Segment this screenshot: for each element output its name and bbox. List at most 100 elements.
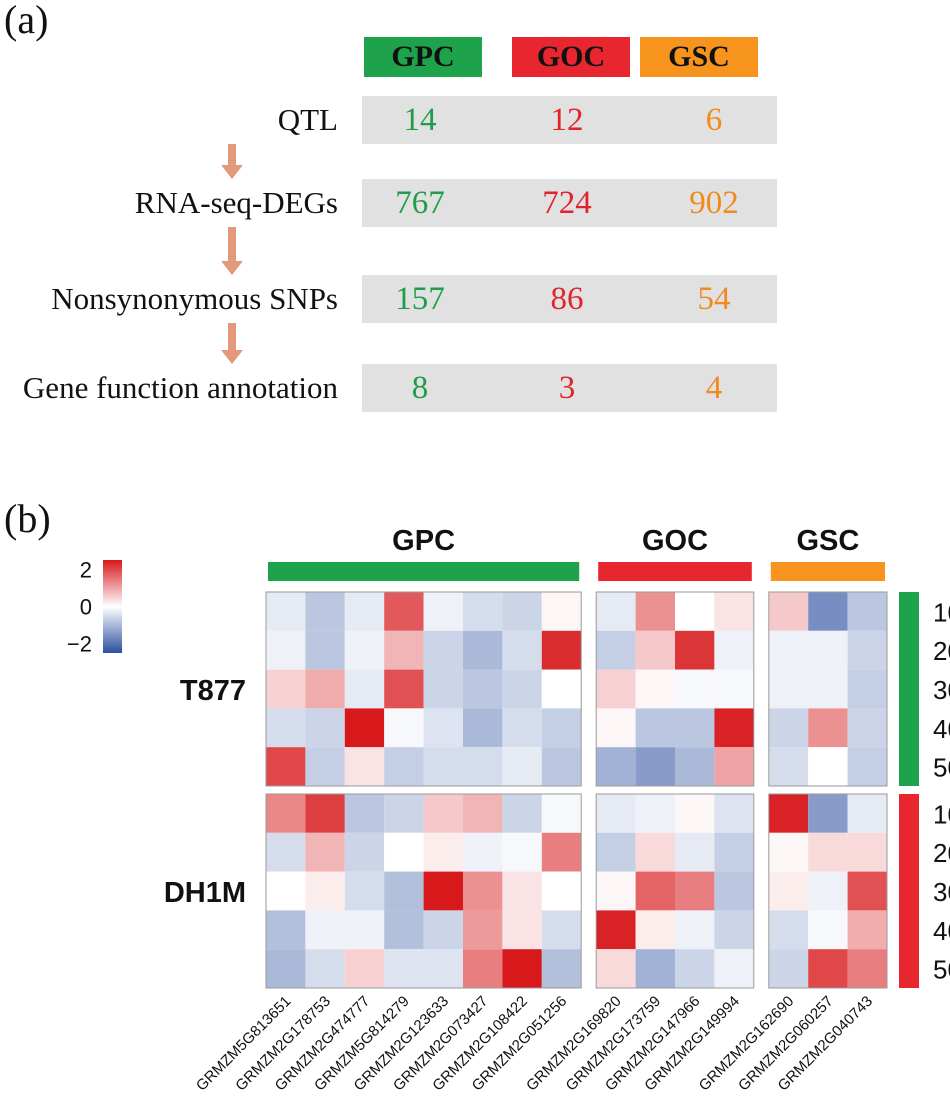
heatmap-cell — [808, 910, 848, 950]
heatmap-cell — [768, 708, 809, 748]
heatmap-cell — [463, 592, 503, 631]
header-goc: GOC — [512, 37, 630, 77]
heatmap-cell — [714, 949, 754, 988]
heatmap-cell — [266, 794, 306, 833]
heatmap-cell — [502, 630, 542, 670]
column-group-bar — [770, 562, 885, 581]
heatmap-cell — [808, 669, 848, 709]
heatmap-cell — [635, 871, 675, 911]
panel-b-label: (b) — [4, 496, 51, 541]
heatmap-cell — [305, 747, 345, 786]
row-background — [362, 179, 777, 227]
step-label: Nonsynonymous SNPs — [51, 281, 338, 316]
heatmap-cell — [305, 708, 345, 748]
heatmap-cell — [675, 630, 715, 670]
heatmap-cell — [423, 832, 463, 872]
heatmap-cell — [635, 794, 675, 833]
heatmap-block-outline — [595, 591, 755, 787]
heatmap-cell — [768, 832, 809, 872]
heatmap-cell — [463, 871, 503, 911]
count-value: 6 — [705, 102, 723, 138]
heatmap-cell — [768, 630, 809, 670]
heatmap-cell — [675, 949, 715, 988]
colorbar — [103, 560, 122, 653]
heatmap-cell — [596, 630, 636, 670]
heatmap-cell — [635, 747, 675, 786]
step-label: Gene function annotation — [22, 370, 338, 405]
heatmap-cell — [847, 949, 887, 988]
flow-arrow-shaft — [228, 227, 236, 261]
row-label: 10 — [933, 799, 950, 829]
heatmap-cell — [384, 794, 424, 833]
heatmap-cell — [344, 949, 385, 988]
heatmap-cell — [808, 592, 848, 631]
heatmap-block-outline — [768, 591, 888, 787]
heatmap-cell — [596, 910, 636, 950]
heatmap-cell — [266, 949, 306, 988]
heatmap-cell — [423, 794, 463, 833]
count-value: 767 — [395, 185, 445, 221]
heatmap-cell — [266, 871, 306, 911]
column-group-bar — [598, 562, 752, 581]
count-value: 12 — [550, 102, 584, 138]
heatmap-cell — [502, 669, 542, 709]
heatmap-cell — [541, 949, 582, 988]
heatmap-cell — [675, 794, 715, 833]
heatmap-cell — [541, 669, 582, 709]
header-gsc: GSC — [640, 37, 758, 77]
heatmap-cell — [344, 794, 385, 833]
heatmap-cell — [305, 592, 345, 631]
heatmap-cell — [596, 669, 636, 709]
count-value: 86 — [550, 281, 584, 317]
heatmap-cell — [423, 669, 463, 709]
heatmap-cell — [384, 832, 424, 872]
heatmap-cell — [384, 949, 424, 988]
heatmap-cell — [847, 592, 887, 631]
heatmap-cell — [384, 630, 424, 670]
heatmap-cell — [502, 910, 542, 950]
heatmap-cell — [635, 592, 675, 631]
heatmap-cell — [808, 794, 848, 833]
heatmap-cell — [384, 747, 424, 786]
heatmap-cell — [344, 747, 385, 786]
heatmap-cell — [714, 794, 754, 833]
flow-arrow-shaft — [228, 323, 236, 350]
heatmap-cell — [384, 669, 424, 709]
heatmap-cell — [305, 871, 345, 911]
row-label: 30 — [933, 675, 950, 705]
heatmap-cell — [808, 832, 848, 872]
heatmap-cell — [675, 871, 715, 911]
heatmap-cell — [423, 910, 463, 950]
heatmap-cell — [714, 871, 754, 911]
count-value: 14 — [403, 102, 437, 138]
heatmap-cell — [541, 871, 582, 911]
colorbar-tick-label: 0 — [80, 595, 92, 620]
heatmap-cell — [305, 910, 345, 950]
heatmap-cell — [596, 747, 636, 786]
heatmap-cell — [768, 747, 809, 786]
heatmap-cell — [847, 630, 887, 670]
count-value: 54 — [697, 281, 731, 317]
heatmap-block-outline — [768, 793, 888, 989]
column-group-bar — [268, 562, 580, 581]
heatmap-cell — [305, 794, 345, 833]
heatmap-cell — [596, 949, 636, 988]
heatmap-cell — [635, 708, 675, 748]
heatmap-cell — [675, 708, 715, 748]
heatmap-cell — [596, 592, 636, 631]
heatmap-cell — [541, 747, 582, 786]
heatmap-cell — [768, 949, 809, 988]
heatmap-cell — [423, 949, 463, 988]
heatmap-cell — [266, 669, 306, 709]
count-value: 4 — [705, 370, 723, 406]
heatmap-cell — [423, 871, 463, 911]
step-label: RNA-seq-DEGs — [134, 185, 338, 220]
count-value: 157 — [395, 281, 445, 317]
colorbar-tick-label: −2 — [67, 632, 92, 657]
heatmap-cell — [266, 592, 306, 631]
heatmap-cell — [502, 747, 542, 786]
heatmap-cell — [384, 871, 424, 911]
heatmap-cell — [847, 708, 887, 748]
heatmap-cell — [344, 708, 385, 748]
